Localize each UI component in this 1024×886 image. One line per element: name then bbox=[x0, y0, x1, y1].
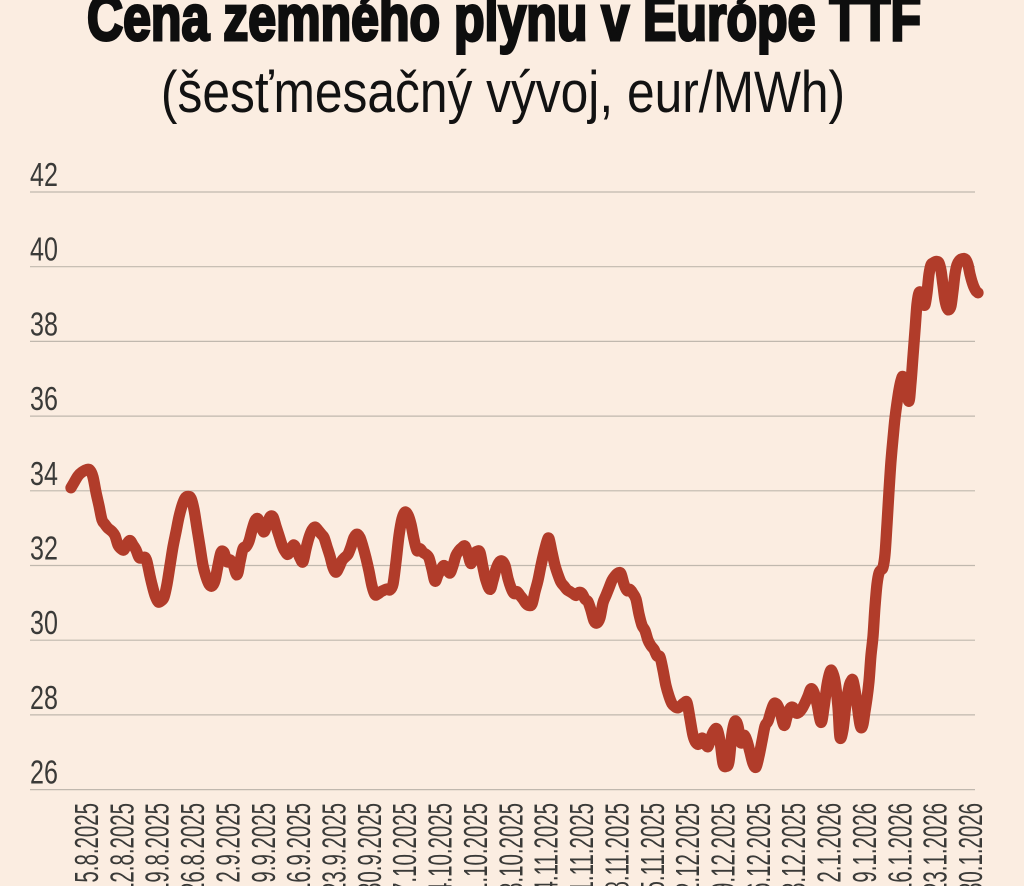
svg-text:7.10.2025: 7.10.2025 bbox=[386, 803, 423, 886]
svg-text:36: 36 bbox=[30, 381, 58, 418]
svg-text:9.1.2026: 9.1.2026 bbox=[846, 803, 883, 883]
svg-text:Cena zemného plynu v Európe TT: Cena zemného plynu v Európe TTF bbox=[87, 0, 921, 54]
svg-text:21.10.2025: 21.10.2025 bbox=[457, 803, 494, 886]
svg-text:28: 28 bbox=[30, 680, 58, 717]
svg-text:11.11.2025: 11.11.2025 bbox=[563, 803, 600, 886]
svg-text:16.1.2026: 16.1.2026 bbox=[881, 803, 918, 886]
svg-text:30: 30 bbox=[30, 605, 58, 642]
svg-text:16.9.2025: 16.9.2025 bbox=[280, 803, 317, 886]
svg-text:9.9.2025: 9.9.2025 bbox=[245, 803, 282, 883]
svg-text:32: 32 bbox=[30, 530, 58, 567]
svg-text:34: 34 bbox=[30, 456, 58, 493]
svg-text:26: 26 bbox=[30, 754, 58, 791]
svg-text:30.9.2025: 30.9.2025 bbox=[351, 803, 388, 886]
svg-text:26.8.2025: 26.8.2025 bbox=[174, 803, 211, 886]
svg-text:2.9.2025: 2.9.2025 bbox=[209, 803, 246, 883]
svg-text:2.12.2025: 2.12.2025 bbox=[669, 803, 706, 886]
svg-text:5.8.2025: 5.8.2025 bbox=[68, 803, 105, 883]
svg-text:16.12.2025: 16.12.2025 bbox=[740, 803, 777, 886]
svg-text:30.1.2026: 30.1.2026 bbox=[952, 803, 989, 886]
svg-text:9.12.2025: 9.12.2025 bbox=[704, 803, 741, 886]
svg-text:19.8.2025: 19.8.2025 bbox=[139, 803, 176, 886]
svg-text:2.1.2026: 2.1.2026 bbox=[811, 803, 848, 883]
svg-text:23.12.2025: 23.12.2025 bbox=[775, 803, 812, 886]
svg-text:25.11.2025: 25.11.2025 bbox=[634, 803, 671, 886]
svg-text:42: 42 bbox=[30, 157, 58, 194]
svg-text:18.11.2025: 18.11.2025 bbox=[598, 803, 635, 886]
svg-text:23.1.2026: 23.1.2026 bbox=[917, 803, 954, 886]
svg-text:28.10.2025: 28.10.2025 bbox=[492, 803, 529, 886]
svg-text:(šesťmesačný vývoj, eur/MWh): (šesťmesačný vývoj, eur/MWh) bbox=[161, 60, 845, 124]
svg-text:14.10.2025: 14.10.2025 bbox=[422, 803, 459, 886]
svg-text:40: 40 bbox=[30, 231, 58, 268]
svg-text:23.9.2025: 23.9.2025 bbox=[315, 803, 352, 886]
svg-text:12.8.2025: 12.8.2025 bbox=[103, 803, 140, 886]
svg-text:4.11.2025: 4.11.2025 bbox=[528, 803, 565, 886]
svg-text:38: 38 bbox=[30, 306, 58, 343]
